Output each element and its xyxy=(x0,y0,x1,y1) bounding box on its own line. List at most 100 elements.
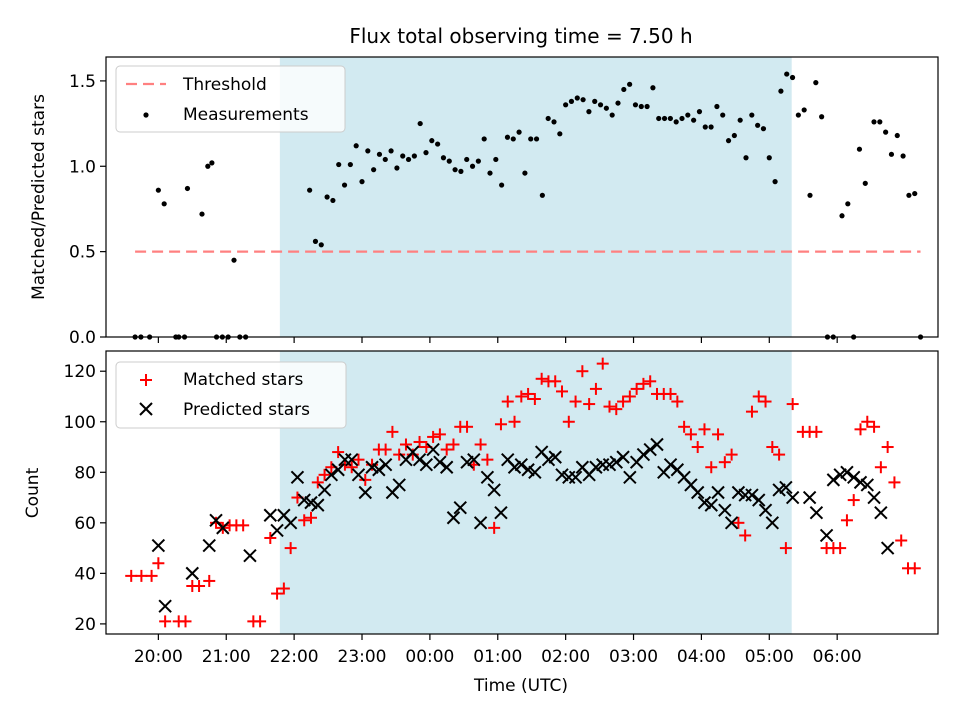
measurement-point xyxy=(336,161,342,168)
measurement-point xyxy=(615,100,621,106)
measurement-point xyxy=(499,182,505,188)
matched-star-point xyxy=(332,446,345,459)
matched-star-point xyxy=(277,582,290,595)
predicted-star-point xyxy=(840,465,854,479)
predicted-star-point xyxy=(378,457,393,472)
predicted-star-point xyxy=(711,485,725,500)
matched-star-point xyxy=(874,461,887,474)
measurement-point xyxy=(778,88,784,94)
top-shaded-observing-window xyxy=(279,57,792,337)
matched-star-point xyxy=(583,398,596,411)
matched-star-point xyxy=(678,420,691,433)
matched-star-point xyxy=(179,615,192,628)
predicted-star-point xyxy=(528,465,542,479)
predicted-star-point xyxy=(718,503,732,517)
matched-star-point xyxy=(433,428,446,441)
measurement-point xyxy=(429,138,435,144)
matched-star-point xyxy=(732,516,745,529)
measurement-point xyxy=(400,153,406,159)
measurement-point xyxy=(900,153,906,159)
measurement-point xyxy=(883,129,889,135)
measurement-point xyxy=(155,187,161,193)
matched-star-point xyxy=(515,390,528,403)
x-tick-label: 01:00 xyxy=(473,647,522,667)
top-y-tick-label: 0.0 xyxy=(69,328,96,348)
measurement-point xyxy=(522,170,528,176)
measurement-point xyxy=(539,192,545,198)
measurement-point xyxy=(388,148,394,154)
matched-legend-label: Matched stars xyxy=(183,370,303,390)
top-x-ticks xyxy=(157,337,838,343)
matched-star-point xyxy=(739,529,752,542)
measurement-point xyxy=(755,122,761,128)
matched-star-point xyxy=(461,420,474,433)
matched-star-point xyxy=(617,395,630,408)
predicted-star-point xyxy=(616,450,630,464)
matched-star-point xyxy=(569,395,582,408)
measurement-point xyxy=(720,112,726,118)
measurement-point xyxy=(714,103,720,110)
bottom-y-ticks: 20 40 60 80 100 120 xyxy=(64,362,106,635)
bottom-legend: Matched stars Predicted stars xyxy=(115,361,347,429)
predicted-star-point xyxy=(331,463,345,477)
top-legend: Threshold Measurements xyxy=(115,65,346,133)
predicted-star-point xyxy=(412,452,427,467)
predicted-star-point xyxy=(324,468,339,482)
matched-star-point xyxy=(745,405,758,418)
matched-star-point xyxy=(528,393,541,406)
predicted-star-point xyxy=(663,457,678,472)
predicted-star-point xyxy=(609,455,623,469)
measurement-point xyxy=(417,120,423,127)
matched-star-point xyxy=(576,365,589,378)
bottom-y-tick-label: 20 xyxy=(74,615,96,635)
matched-star-point xyxy=(135,569,148,582)
measurement-point xyxy=(912,190,918,197)
measurement-point xyxy=(696,109,703,115)
matched-star-point xyxy=(145,569,158,582)
predicted-star-point xyxy=(345,452,359,467)
measurement-point xyxy=(533,136,540,142)
measurement-point xyxy=(557,131,563,137)
predicted-star-point xyxy=(785,490,800,505)
predicted-star-point xyxy=(473,516,488,530)
matched-star-point xyxy=(861,415,874,428)
predicted-star-point xyxy=(351,468,366,482)
matched-star-point xyxy=(752,390,765,403)
measurement-point xyxy=(205,163,211,169)
predicted-star-point xyxy=(847,470,861,485)
matched-star-point xyxy=(159,615,172,628)
measurement-point xyxy=(603,105,609,111)
matched-star-point xyxy=(345,461,358,474)
predicted-star-point xyxy=(514,457,529,472)
matched-star-point xyxy=(440,443,453,456)
matched-star-point xyxy=(284,542,297,555)
predicted-star-point xyxy=(745,488,759,502)
x-tick-label: 03:00 xyxy=(609,647,658,667)
matched-star-point xyxy=(881,441,894,454)
measurement-point xyxy=(487,170,493,176)
bottom-plot-frame xyxy=(105,350,939,635)
matched-star-point xyxy=(152,557,165,570)
x-tick-label: 02:00 xyxy=(541,647,590,667)
measurement-point xyxy=(199,211,205,217)
predicted-star-point xyxy=(880,541,895,555)
x-tick-label: 05:00 xyxy=(745,647,794,667)
predicted-star-point xyxy=(494,506,508,520)
x-tick-label: 21:00 xyxy=(202,647,251,667)
bottom-x-ticks: 20:00 21:00 22:00 23:00 00:00 01:00 02:00 03:00… xyxy=(134,634,862,667)
measurement-point xyxy=(856,146,863,152)
matched-star-point xyxy=(549,375,562,388)
measurement-point xyxy=(772,179,778,185)
x-tick-label: 06:00 xyxy=(813,647,862,667)
measurement-point xyxy=(458,168,464,174)
predicted-star-point xyxy=(487,483,501,497)
matched-star-point xyxy=(854,423,867,436)
matched-star-point xyxy=(705,461,718,474)
measurement-point xyxy=(691,117,697,123)
matched-star-point xyxy=(481,453,494,466)
predicted-star-point xyxy=(636,447,651,462)
matched-star-point xyxy=(766,441,779,454)
predicted-star-point xyxy=(548,450,562,464)
measurement-point xyxy=(644,103,650,110)
top-y-tick-label: 1.0 xyxy=(69,157,96,177)
